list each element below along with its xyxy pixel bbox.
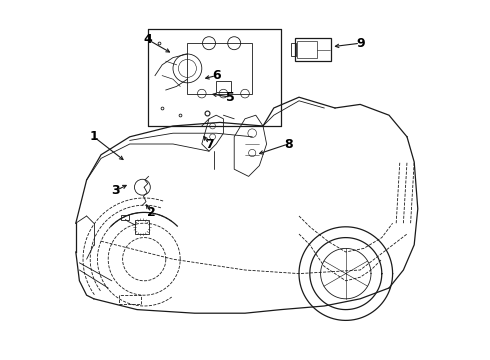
Bar xyxy=(297,41,317,58)
Bar xyxy=(216,81,231,92)
Bar xyxy=(119,295,141,304)
Bar xyxy=(187,43,252,94)
Text: 8: 8 xyxy=(284,138,293,150)
Text: 6: 6 xyxy=(212,69,220,82)
Text: 4: 4 xyxy=(144,33,152,46)
Text: 7: 7 xyxy=(205,138,213,150)
Text: 9: 9 xyxy=(356,37,365,50)
Bar xyxy=(295,38,331,61)
Bar xyxy=(121,215,129,220)
Text: 3: 3 xyxy=(111,184,120,197)
Bar xyxy=(135,220,149,234)
Text: 5: 5 xyxy=(226,91,235,104)
Text: 1: 1 xyxy=(90,130,98,143)
Bar xyxy=(291,43,296,56)
Text: 2: 2 xyxy=(147,206,156,219)
